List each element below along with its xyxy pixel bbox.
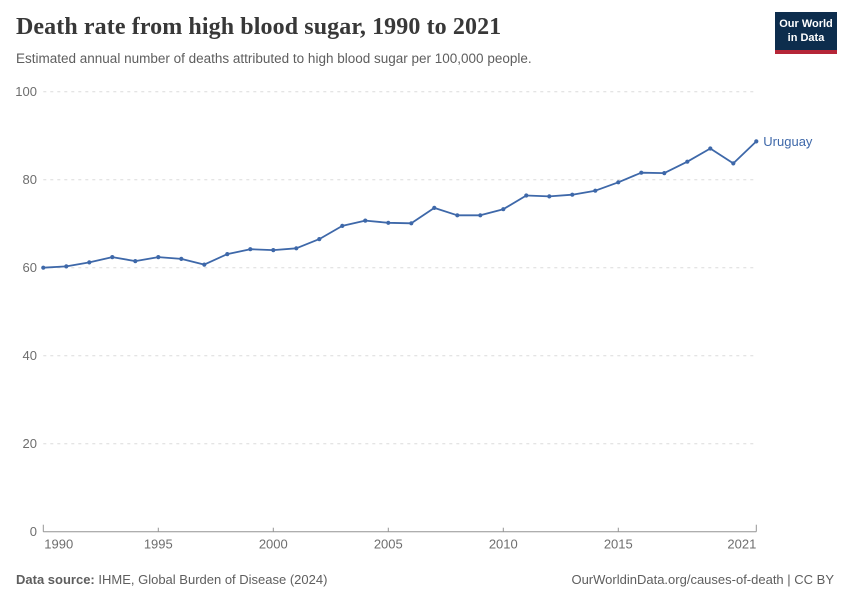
owid-logo[interactable]: Our World in Data [775,12,837,54]
y-axis-label: 100 [15,84,37,99]
data-point [731,161,736,166]
x-axis-label: 2005 [374,537,403,552]
y-axis-label: 0 [30,524,37,539]
data-point [110,255,115,260]
data-point [87,260,92,265]
data-point [639,170,644,175]
page-title: Death rate from high blood sugar, 1990 t… [16,14,502,40]
data-point [524,193,529,198]
data-source: Data source: IHME, Global Burden of Dise… [16,572,327,587]
data-point [271,248,276,253]
data-source-text: IHME, Global Burden of Disease (2024) [98,572,328,587]
chart-subtitle: Estimated annual number of deaths attrib… [16,50,532,66]
data-point [547,194,552,199]
data-point [248,247,253,252]
y-axis-label: 60 [23,260,37,275]
data-point [133,259,138,264]
data-point [570,192,575,197]
data-point [409,221,414,226]
data-point [455,213,460,218]
data-point [179,256,184,261]
trend-line [42,140,758,269]
x-axis-label: 2015 [604,537,633,552]
data-point [363,218,368,223]
chart-header: Death rate from high blood sugar, 1990 t… [0,0,850,67]
chart-area: 0 20 40 60 80 100 1990 1995 2000 2005 2010 2015 2021… [0,80,850,560]
x-axis-label: 1995 [144,537,173,552]
x-axis-label: 1990 [44,537,73,552]
x-axis-label: 2021 [727,537,756,552]
data-point [432,205,437,210]
data-point [754,139,759,144]
data-point [317,237,322,242]
x-axis-label: 2010 [489,537,518,552]
owid-link[interactable]: OurWorldinData.org/causes-of-death | CC … [571,572,834,587]
series-label-uruguay[interactable]: Uruguay [763,134,813,149]
y-axis-label: 40 [23,348,37,363]
data-point [501,207,506,212]
data-point [225,252,230,257]
data-point [386,220,391,225]
data-point [662,171,667,176]
chart-footer: Data source: IHME, Global Burden of Dise… [16,572,834,587]
data-point [708,146,713,151]
data-point [340,223,345,228]
data-point [593,188,598,193]
data-point [202,262,207,267]
data-point [294,246,299,251]
x-axis-label: 2000 [259,537,288,552]
data-point [64,264,69,269]
owid-logo-line2: in Data [787,32,825,45]
data-point [685,159,690,164]
data-point [156,255,161,260]
line-chart[interactable]: 0 20 40 60 80 100 1990 1995 2000 2005 2010 2015 2021… [0,80,850,560]
data-source-label: Data source: [16,572,95,587]
data-point [616,180,621,185]
owid-logo-line1: Our World [779,18,833,30]
y-axis-label: 80 [23,172,37,187]
data-point [478,213,483,218]
data-point [41,265,46,270]
y-axis-label: 20 [23,436,37,451]
